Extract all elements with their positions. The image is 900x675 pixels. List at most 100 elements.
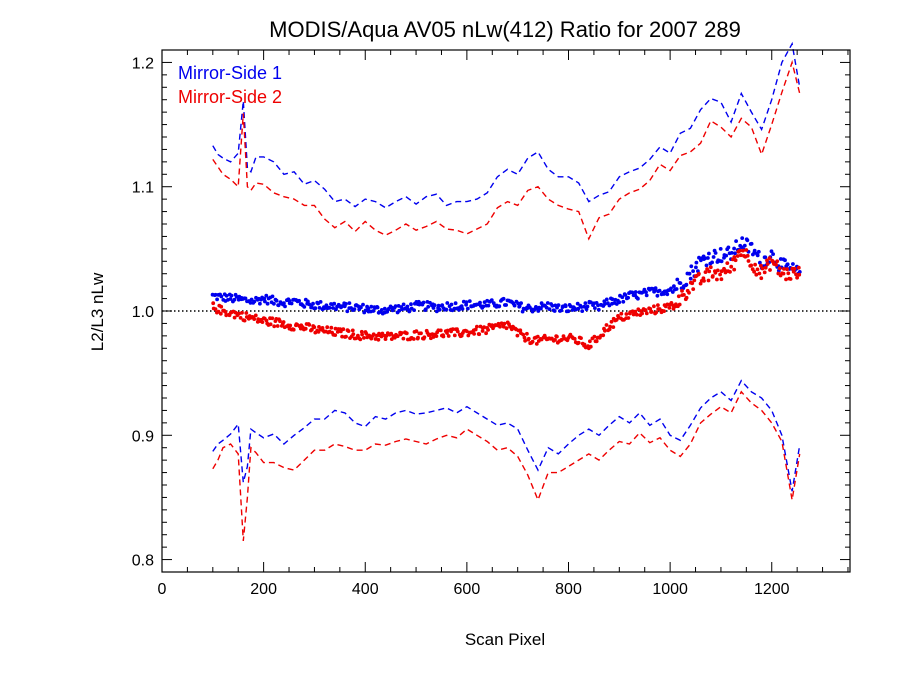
data-point <box>351 332 356 336</box>
data-point <box>691 269 695 273</box>
data-point <box>744 248 749 252</box>
data-point <box>248 301 253 305</box>
data-point <box>358 337 363 342</box>
data-point <box>232 297 237 302</box>
data-point <box>412 308 416 312</box>
data-point <box>481 304 486 309</box>
data-point <box>306 299 310 304</box>
data-point <box>344 302 348 306</box>
data-point <box>393 304 398 308</box>
data-point <box>678 281 683 285</box>
data-point <box>726 245 731 250</box>
data-point <box>322 306 327 311</box>
data-point <box>232 315 237 320</box>
data-point <box>691 287 696 291</box>
data-point <box>535 334 540 339</box>
legend-entry-2: Mirror-Side 2 <box>178 87 282 107</box>
data-point <box>515 333 520 338</box>
data-point <box>371 332 376 337</box>
data-point <box>785 262 790 267</box>
data-point <box>335 330 340 334</box>
data-point <box>708 265 713 270</box>
data-point <box>687 290 691 295</box>
data-point <box>596 303 600 308</box>
data-point <box>725 261 730 265</box>
data-point <box>275 324 280 328</box>
data-point <box>768 268 772 272</box>
data-point <box>620 295 625 300</box>
points-series-0 <box>210 236 802 316</box>
data-point <box>446 334 451 338</box>
data-point <box>713 270 718 275</box>
data-point <box>316 330 321 334</box>
x-tick-label: 1000 <box>652 581 688 598</box>
data-point <box>260 320 265 324</box>
data-point <box>706 278 711 283</box>
data-point <box>291 327 296 332</box>
data-point <box>240 310 244 315</box>
data-point <box>652 304 656 309</box>
data-point <box>526 336 531 341</box>
data-point <box>523 338 527 343</box>
data-point <box>749 241 754 246</box>
data-point <box>229 293 234 298</box>
x-axis-label: Scan Pixel <box>465 630 545 649</box>
y-tick-label: 0.9 <box>132 428 154 445</box>
data-point <box>473 327 478 332</box>
legend-entry-1: Mirror-Side 1 <box>178 63 282 83</box>
data-point <box>786 271 791 276</box>
data-point <box>234 294 239 299</box>
data-point <box>665 292 670 297</box>
data-point <box>713 251 718 255</box>
data-point <box>477 332 482 337</box>
data-point <box>576 340 581 345</box>
data-point <box>464 300 469 304</box>
data-point <box>733 251 737 256</box>
data-point <box>623 293 628 297</box>
data-point <box>311 301 315 306</box>
data-point <box>502 321 507 326</box>
data-point <box>325 325 330 330</box>
data-point <box>732 255 737 259</box>
data-point <box>346 329 351 333</box>
data-point <box>375 305 380 310</box>
data-point <box>437 307 442 312</box>
data-point <box>238 316 243 320</box>
data-point <box>636 296 640 301</box>
data-point <box>795 275 799 280</box>
data-point <box>782 267 786 271</box>
data-point <box>264 318 269 323</box>
data-point <box>359 305 363 310</box>
data-point <box>345 309 350 314</box>
data-point <box>363 308 368 313</box>
y-tick-label: 1.0 <box>132 304 154 321</box>
data-point <box>603 302 607 306</box>
data-point <box>697 255 701 260</box>
data-point <box>676 294 681 299</box>
data-point <box>347 301 352 305</box>
data-point <box>740 236 745 241</box>
data-point <box>755 267 760 272</box>
data-point <box>434 334 439 338</box>
data-point <box>263 299 267 304</box>
data-point <box>662 309 666 313</box>
data-point <box>288 323 293 328</box>
data-point <box>361 302 365 307</box>
data-point <box>213 292 218 297</box>
data-point <box>757 271 762 276</box>
data-point <box>559 308 564 313</box>
data-point <box>405 304 410 309</box>
data-point <box>432 303 437 308</box>
data-point <box>525 331 529 336</box>
data-point <box>749 263 754 268</box>
data-point <box>379 308 384 312</box>
data-point <box>762 270 767 275</box>
data-point <box>344 334 348 339</box>
data-point <box>711 255 716 259</box>
data-point <box>694 265 698 270</box>
data-point <box>364 331 369 336</box>
data-point <box>449 302 454 307</box>
data-point <box>460 307 465 311</box>
data-point <box>760 266 765 271</box>
